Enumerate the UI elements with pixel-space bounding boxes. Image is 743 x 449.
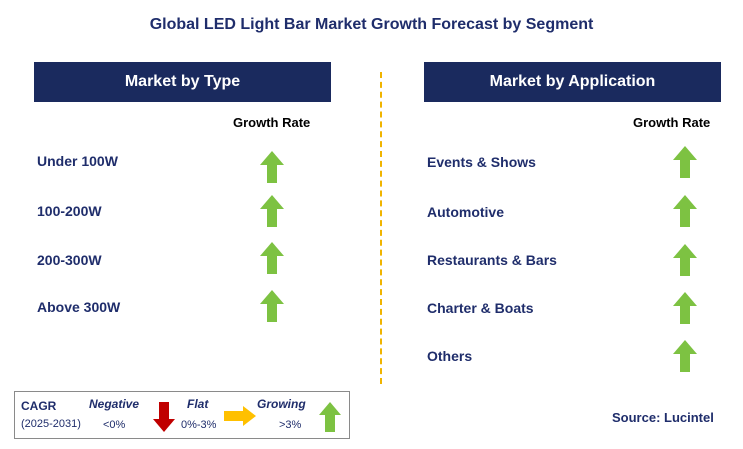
- up-arrow-icon: [260, 151, 284, 183]
- application-growth-rate-label: Growth Rate: [633, 115, 711, 130]
- cagr-legend: CAGR (2025-2031) Negative <0% Flat 0%-3%…: [14, 391, 350, 439]
- up-arrow-icon: [673, 292, 697, 324]
- up-arrow-icon: [673, 244, 697, 276]
- up-arrow-icon: [673, 195, 697, 227]
- type-row-label: 100-200W: [37, 203, 102, 219]
- up-arrow-icon: [260, 195, 284, 227]
- type-row-label: Above 300W: [37, 299, 121, 315]
- legend-negative-range: <0%: [103, 419, 126, 431]
- legend-growing-label: Growing: [257, 397, 306, 411]
- legend-cagr-label: CAGR: [21, 399, 57, 413]
- legend-period-label: (2025-2031): [21, 418, 81, 430]
- type-row-label: Under 100W: [37, 153, 118, 169]
- type-row-label: 200-300W: [37, 252, 102, 268]
- market-by-application-header: Market by Application: [424, 62, 721, 102]
- page-title: Global LED Light Bar Market Growth Forec…: [149, 16, 594, 33]
- up-arrow-icon: [260, 290, 284, 322]
- legend-flat-range: 0%-3%: [181, 419, 217, 431]
- application-row-label: Automotive: [427, 204, 504, 220]
- market-by-type-header: Market by Type: [34, 62, 331, 102]
- legend-growing-range: >3%: [279, 419, 302, 431]
- panel-divider: [380, 72, 382, 384]
- application-row-label: Events & Shows: [427, 154, 536, 170]
- up-arrow-icon: [673, 340, 697, 372]
- legend-negative-label: Negative: [89, 397, 140, 411]
- application-row-label: Others: [427, 348, 473, 364]
- application-row-label: Restaurants & Bars: [427, 252, 557, 268]
- up-arrow-icon: [319, 402, 341, 432]
- right-arrow-icon: [224, 406, 256, 426]
- up-arrow-icon: [260, 242, 284, 274]
- application-row-label: Charter & Boats: [427, 300, 534, 316]
- legend-flat-label: Flat: [187, 397, 209, 411]
- type-growth-rate-label: Growth Rate: [233, 115, 311, 130]
- source-label: Source: Lucintel: [612, 410, 714, 425]
- down-arrow-icon: [153, 402, 175, 432]
- up-arrow-icon: [673, 146, 697, 178]
